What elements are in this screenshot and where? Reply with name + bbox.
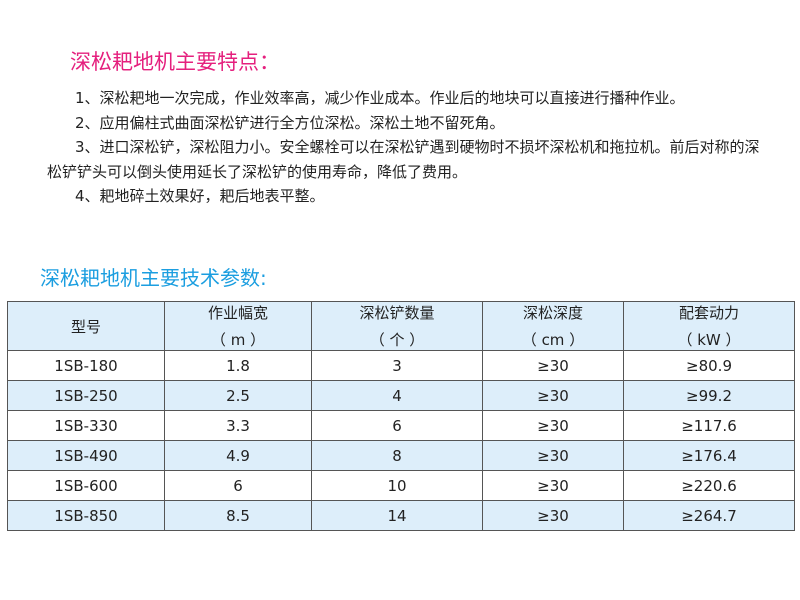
table-cell: 8.5 bbox=[164, 500, 312, 531]
table-cell: 2.5 bbox=[164, 380, 312, 411]
table-cell: 1SB-490 bbox=[7, 440, 165, 471]
table-cell: 1.8 bbox=[164, 350, 312, 381]
table-cell: 3.3 bbox=[164, 410, 312, 441]
table-cell: 1SB-850 bbox=[7, 500, 165, 531]
table-row: 1SB-490 4.9 8 ≥30 ≥176.4 bbox=[7, 440, 795, 471]
header-shanks: 深松铲数量（ 个 ） bbox=[311, 301, 483, 351]
header-model: 型号 bbox=[7, 301, 165, 351]
feature-item: 2、应用偏柱式曲面深松铲进行全方位深松。深松土地不留死角。 bbox=[75, 113, 505, 132]
feature-item: 4、耙地碎土效果好，耙后地表平整。 bbox=[75, 187, 325, 205]
feature-item: 3、进口深松铲，深松阻力小。安全螺栓可以在深松铲遇到硬物时不损坏深松机和拖拉机。… bbox=[47, 138, 760, 181]
table-cell: ≥30 bbox=[482, 500, 624, 531]
header-width: 作业幅宽（ m ） bbox=[164, 301, 312, 351]
table-cell: 1SB-330 bbox=[7, 410, 165, 441]
table-cell: ≥176.4 bbox=[623, 440, 795, 471]
table-row: 1SB-850 8.5 14 ≥30 ≥264.7 bbox=[7, 500, 795, 531]
header-power: 配套动力（ kW ） bbox=[623, 301, 795, 351]
specs-title: 深松耙地机主要技术参数: bbox=[40, 266, 267, 290]
specs-table: 型号 作业幅宽（ m ） 深松铲数量（ 个 ） 深松深度（ cm ） 配套动力（… bbox=[7, 301, 795, 531]
table-header-row: 型号 作业幅宽（ m ） 深松铲数量（ 个 ） 深松深度（ cm ） 配套动力（… bbox=[7, 301, 795, 351]
table-cell: 1SB-180 bbox=[7, 350, 165, 381]
table-cell: ≥30 bbox=[482, 380, 624, 411]
features-list: 1、深松耙地一次完成，作业效率高，减少作业成本。作业后的地块可以直接进行播种作业… bbox=[47, 86, 767, 209]
table-cell: ≥30 bbox=[482, 410, 624, 441]
table-cell: 14 bbox=[311, 500, 483, 531]
table-cell: 4 bbox=[311, 380, 483, 411]
table-row: 1SB-250 2.5 4 ≥30 ≥99.2 bbox=[7, 380, 795, 411]
table-cell: 4.9 bbox=[164, 440, 312, 471]
feature-item: 1、深松耙地一次完成，作业效率高，减少作业成本。作业后的地块可以直接进行播种作业… bbox=[75, 89, 685, 107]
table-cell: ≥99.2 bbox=[623, 380, 795, 411]
features-title: 深松耙地机主要特点： bbox=[70, 50, 280, 74]
table-row: 1SB-330 3.3 6 ≥30 ≥117.6 bbox=[7, 410, 795, 441]
table-cell: ≥30 bbox=[482, 470, 624, 501]
table-row: 1SB-600 6 10 ≥30 ≥220.6 bbox=[7, 470, 795, 501]
table-cell: ≥30 bbox=[482, 350, 624, 381]
table-cell: ≥117.6 bbox=[623, 410, 795, 441]
table-cell: 1SB-250 bbox=[7, 380, 165, 411]
table-cell: ≥80.9 bbox=[623, 350, 795, 381]
header-depth: 深松深度（ cm ） bbox=[482, 301, 624, 351]
table-cell: ≥264.7 bbox=[623, 500, 795, 531]
table-cell: 1SB-600 bbox=[7, 470, 165, 501]
table-cell: 3 bbox=[311, 350, 483, 381]
table-row: 1SB-180 1.8 3 ≥30 ≥80.9 bbox=[7, 350, 795, 381]
table-cell: ≥30 bbox=[482, 440, 624, 471]
table-cell: ≥220.6 bbox=[623, 470, 795, 501]
table-cell: 10 bbox=[311, 470, 483, 501]
table-cell: 6 bbox=[164, 470, 312, 501]
table-cell: 8 bbox=[311, 440, 483, 471]
table-cell: 6 bbox=[311, 410, 483, 441]
